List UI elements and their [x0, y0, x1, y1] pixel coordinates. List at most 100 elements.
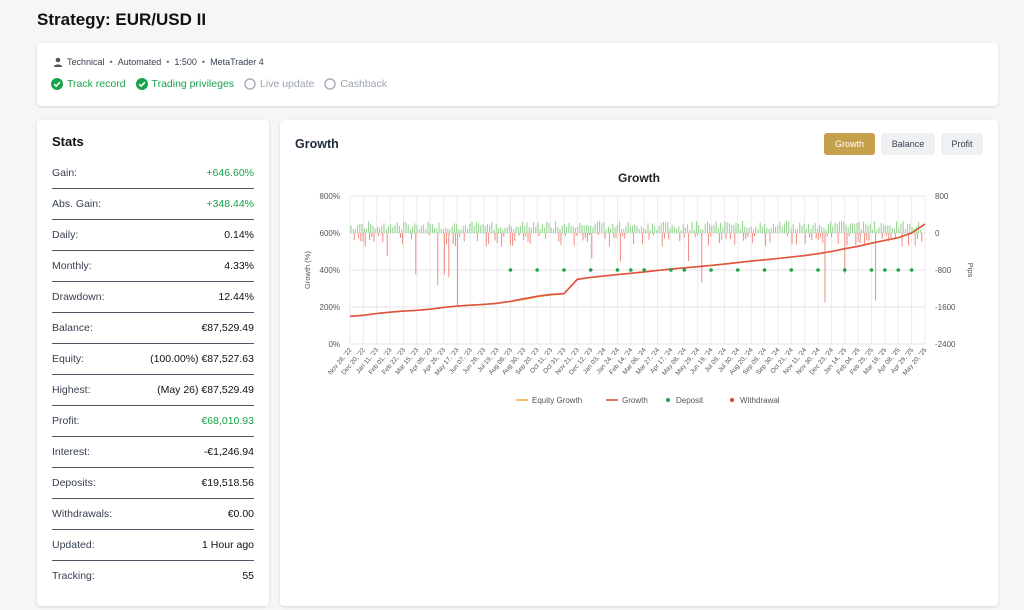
deposit-point	[883, 268, 887, 272]
deposit-point	[562, 268, 566, 272]
deposit-point	[762, 268, 767, 272]
meta-platform: MetaTrader 4	[210, 57, 264, 67]
stat-value: 55	[242, 569, 254, 582]
stat-row: Abs. Gain: +348.44%	[52, 188, 254, 220]
strategy-meta: Technical • Automated • 1:500 • MetaTrad…	[53, 57, 264, 67]
stats-title: Stats	[52, 134, 84, 149]
stat-label: Tracking:	[52, 569, 95, 582]
series-line-growth	[349, 223, 926, 318]
legend-swatch-dot	[666, 398, 670, 402]
tab-balance[interactable]: Balance	[881, 133, 935, 155]
stat-value: (May 26) €87,529.49	[157, 383, 254, 396]
y-tick-label: 0%	[328, 340, 340, 349]
stat-row: Updated: 1 Hour ago	[52, 529, 254, 561]
stat-label: Drawdown:	[52, 290, 105, 303]
status-cashback: Cashback	[324, 78, 387, 90]
meta-separator: •	[109, 57, 113, 67]
deposit-point	[909, 268, 914, 272]
growth-chart[interactable]: Growth 0% 200% 400% 600% 800% -2400 -1600 -800 0 8…	[280, 160, 998, 416]
y2-tick-label: -1600	[935, 303, 956, 312]
stat-label: Withdrawals:	[52, 507, 113, 520]
stat-label: Updated:	[52, 538, 95, 551]
y-axis-label: Growth (%)	[303, 251, 312, 289]
person-icon	[53, 57, 63, 67]
meta-type: Automated	[117, 57, 162, 67]
status-label: Cashback	[340, 78, 388, 90]
stat-label: Gain:	[52, 166, 78, 179]
tab-profit[interactable]: Profit	[941, 133, 983, 155]
status-label: Live update	[260, 78, 315, 90]
stat-row: Deposits: €19,518.56	[52, 467, 254, 499]
meta-leverage: 1:500	[174, 57, 197, 67]
status-label: Track record	[67, 78, 126, 90]
stat-row: Monthly: 4.33%	[52, 250, 254, 282]
stat-label: Monthly:	[52, 259, 92, 272]
deposit-point	[615, 268, 620, 272]
status-list: Track record Trading privileges Live upd…	[51, 78, 397, 90]
stat-row: Highest: (May 26) €87,529.49	[52, 374, 254, 406]
stat-label: Profit:	[52, 414, 80, 427]
y2-axis-label: Pips	[966, 263, 975, 278]
stat-row: Gain: +646.60%	[52, 157, 254, 189]
stat-value: -€1,246.94	[203, 445, 254, 458]
stat-label: Interest:	[52, 445, 90, 458]
stat-value: 1 Hour ago	[202, 538, 254, 551]
stat-row: Equity: (100.00%) €87,527.63	[52, 343, 254, 375]
deposit-point	[642, 268, 646, 272]
stats-card: Stats Gain: +646.60% Abs. Gain: +348.44% Dai…	[37, 120, 269, 606]
check-circle-icon	[135, 78, 148, 90]
chart-title: Growth	[618, 171, 660, 185]
y-tick-label: 800%	[320, 192, 340, 201]
stat-row: Daily: 0.14%	[52, 219, 254, 251]
meta-style: Technical	[67, 57, 105, 67]
y-tick-label: 600%	[320, 229, 340, 238]
y2-tick-label: -2400	[935, 340, 956, 349]
stat-value: 12.44%	[218, 290, 254, 303]
strategy-info-card: Technical • Automated • 1:500 • MetaTrad…	[37, 43, 998, 106]
stat-value: (100.00%) €87,527.63	[150, 352, 254, 365]
status-label: Trading privileges	[151, 78, 235, 90]
deposit-point	[735, 268, 740, 272]
stat-value: 4.33%	[224, 259, 254, 272]
page-title: Strategy: EUR/USD II	[37, 10, 207, 29]
y2-tick-label: -800	[935, 266, 952, 275]
growth-title: Growth	[295, 137, 339, 151]
stat-label: Daily:	[52, 228, 79, 241]
stat-row: Drawdown: 12.44%	[52, 281, 254, 313]
deposit-point	[842, 268, 847, 272]
y2-tick-label: 800	[935, 192, 949, 201]
deposit-point	[535, 268, 540, 272]
stat-value: €19,518.56	[201, 476, 254, 489]
deposit-point	[896, 268, 901, 272]
empty-circle-icon	[244, 78, 256, 90]
stat-label: Deposits:	[52, 476, 96, 489]
stat-label: Abs. Gain:	[52, 197, 102, 210]
stat-value: +646.60%	[206, 166, 254, 179]
stat-label: Highest:	[52, 383, 91, 396]
empty-circle-icon	[324, 78, 336, 90]
legend-label: Growth	[622, 396, 648, 405]
stat-value: €68,010.93	[201, 414, 254, 427]
deposit-point	[629, 268, 633, 272]
tab-growth[interactable]: Growth	[824, 133, 875, 155]
stat-value: €87,529.49	[201, 321, 254, 334]
stat-row: Tracking: 55	[52, 560, 254, 591]
deposit-point	[789, 268, 794, 272]
y-tick-label: 400%	[320, 266, 340, 275]
deposit-point	[709, 268, 713, 272]
stat-row: Profit: €68,010.93	[52, 405, 254, 437]
status-trading-privileges: Trading privileges	[135, 78, 235, 90]
status-live-update: Live update	[244, 78, 314, 90]
stat-value: 0.14%	[224, 228, 254, 241]
legend-swatch-dot	[730, 398, 734, 402]
status-track-record: Track record	[51, 78, 126, 90]
stat-row: Balance: €87,529.49	[52, 312, 254, 344]
meta-separator: •	[201, 57, 206, 67]
y-tick-label: 200%	[320, 303, 340, 312]
y2-tick-label: 0	[935, 229, 940, 238]
meta-separator: •	[166, 57, 170, 67]
stat-value: +348.44%	[206, 197, 254, 210]
deposit-point	[816, 268, 820, 272]
deposit-point	[508, 268, 513, 272]
stat-row: Interest: -€1,246.94	[52, 436, 254, 468]
